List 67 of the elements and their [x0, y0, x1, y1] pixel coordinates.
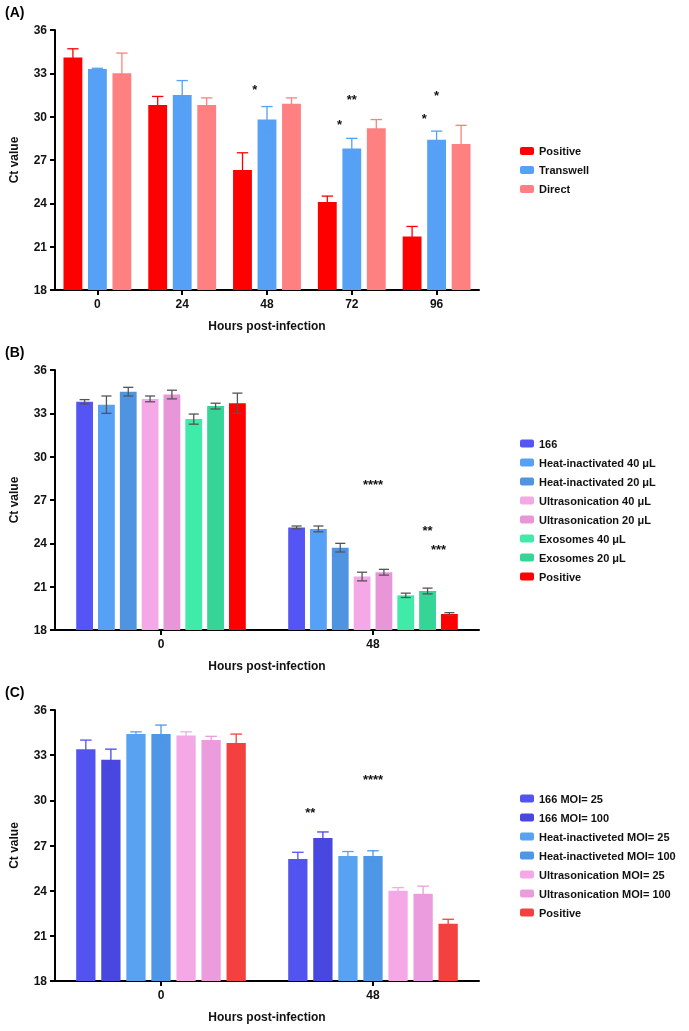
y-tick-label: 33: [33, 748, 48, 763]
y-tick-label: 24: [33, 883, 48, 898]
y-tick-label: 36: [33, 703, 48, 717]
x-tick-label: 72: [345, 297, 359, 311]
legend-label: Direct: [539, 183, 571, 195]
y-tick-label: 18: [33, 283, 48, 297]
legend-label: Heat-inactiveted MOI= 100: [539, 849, 676, 862]
annotation: *: [421, 110, 428, 126]
x-tick-label: 48: [366, 988, 380, 1002]
legend-label: Ultrasonication MOI= 25: [539, 868, 665, 881]
x-axis-title: Hours post-infection: [208, 1010, 326, 1024]
annotation: *: [252, 81, 259, 97]
x-tick-label: 24: [175, 297, 190, 311]
legend-label: Exosomes 20 μL: [539, 551, 627, 564]
legend-label: Exosomes 40 μL: [539, 532, 627, 545]
y-tick-label: 33: [33, 66, 48, 81]
y-tick-label: 30: [33, 109, 48, 124]
legend-label: Ultrasonication 20 μL: [539, 513, 652, 526]
legend-label: Heat-inactivated 40 μL: [539, 456, 657, 469]
legend-label: 166: [539, 437, 558, 450]
legend-label: Transwell: [539, 164, 590, 176]
annotation: ****: [362, 772, 385, 788]
y-tick-label: 21: [33, 928, 48, 943]
annotation: **: [305, 805, 317, 821]
chart-title: (B): [5, 344, 25, 360]
legend-label: 166 MOI= 100: [539, 811, 610, 824]
x-tick-label: 0: [94, 297, 102, 311]
chart-title: (C): [5, 684, 25, 700]
legend-label: Positive: [539, 570, 582, 583]
annotation: *: [337, 116, 344, 132]
x-tick-label: 0: [157, 637, 165, 651]
chart-title: (A): [5, 4, 25, 20]
annotation: ***: [430, 541, 448, 557]
legend-label: Ultrasonication 40 μL: [539, 494, 652, 507]
y-tick-label: 24: [33, 196, 48, 211]
annotation: ****: [362, 476, 385, 492]
y-tick-label: 33: [33, 406, 48, 421]
x-tick-label: 0: [157, 988, 165, 1002]
y-tick-label: 24: [33, 536, 48, 551]
legend-label: Ultrasonication MOI= 100: [539, 887, 671, 900]
y-axis-title: Ct value: [7, 821, 21, 869]
annotation: **: [422, 523, 434, 538]
x-axis-title: Hours post-infection: [208, 659, 326, 673]
y-tick-label: 30: [33, 793, 48, 808]
legend-label: 166 MOI= 25: [539, 792, 603, 805]
y-tick-label: 36: [33, 23, 48, 37]
x-tick-label: 96: [429, 297, 444, 311]
x-axis-title: Hours post-infection: [208, 319, 326, 333]
y-tick-label: 36: [33, 363, 48, 377]
y-tick-label: 27: [33, 153, 48, 167]
y-tick-label: 21: [33, 239, 48, 254]
y-tick-label: 27: [33, 838, 48, 853]
y-tick-label: 18: [33, 623, 48, 637]
x-tick-label: 48: [366, 637, 380, 651]
legend-label: Positive: [539, 145, 582, 157]
y-axis-title: Ct value: [7, 136, 21, 184]
y-tick-label: 21: [33, 579, 48, 594]
y-tick-label: 18: [33, 974, 48, 988]
legend-label: Heat-inactiveted MOI= 25: [539, 830, 670, 843]
annotation: **: [346, 92, 358, 107]
y-axis-title: Ct value: [7, 476, 21, 524]
x-tick-label: 48: [260, 297, 274, 311]
y-tick-label: 30: [33, 449, 48, 464]
annotation: *: [434, 87, 441, 103]
y-tick-label: 27: [33, 493, 48, 507]
legend-label: Heat-inactivated 20 μL: [539, 475, 657, 488]
legend-label: Positive: [539, 906, 582, 919]
